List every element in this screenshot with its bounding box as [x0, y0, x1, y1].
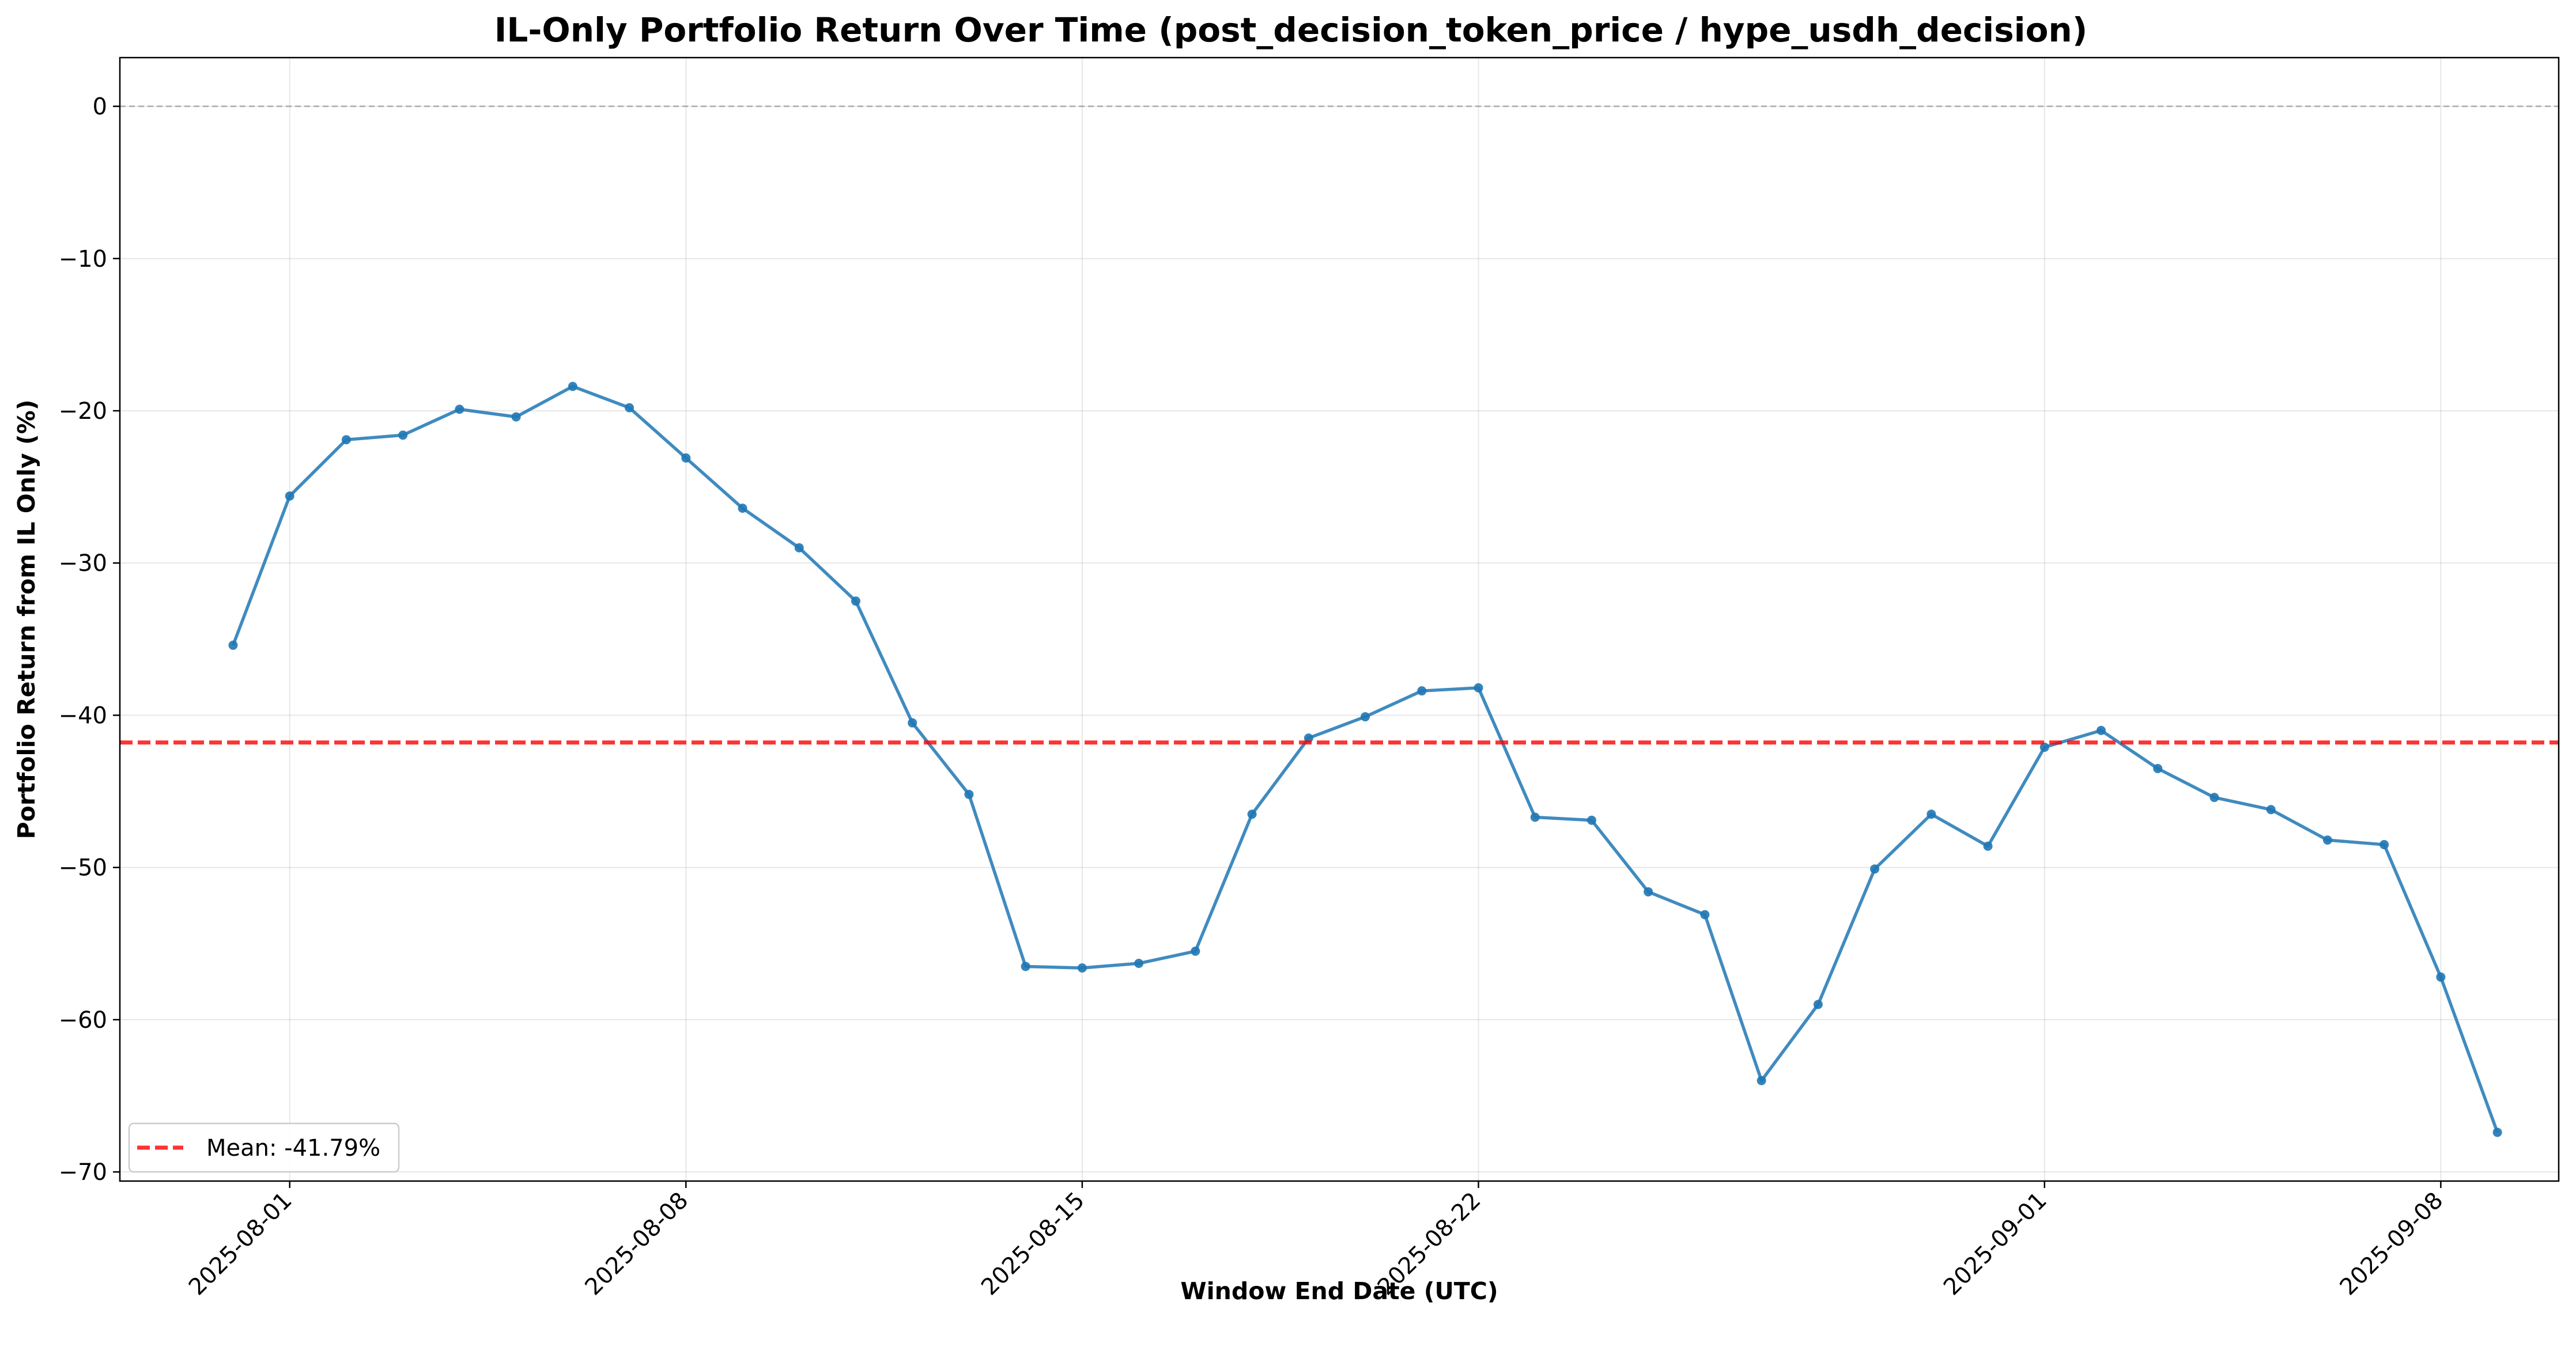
data-point: [568, 381, 577, 391]
y-tick-label: 0: [93, 94, 107, 120]
data-point: [1870, 864, 1880, 874]
legend-mean-label: Mean: -41.79%: [206, 1135, 380, 1161]
data-point: [1983, 841, 1993, 851]
legend-box: [128, 1122, 400, 1173]
data-point: [1530, 812, 1540, 822]
data-point: [794, 543, 804, 553]
data-point: [908, 718, 917, 728]
data-point: [625, 403, 634, 413]
data-point: [964, 789, 974, 799]
data-point: [1927, 809, 1936, 819]
y-tick-label: −30: [59, 550, 107, 577]
data-point: [681, 453, 691, 463]
chart-title: IL-Only Portfolio Return Over Time (post…: [494, 10, 2087, 50]
data-point: [851, 596, 860, 606]
data-point: [1021, 962, 1030, 971]
data-point: [285, 491, 294, 501]
x-axis-label: Window End Date (UTC): [1180, 1277, 1498, 1305]
data-point: [1361, 712, 1370, 722]
y-tick-label: −70: [59, 1159, 107, 1186]
data-point: [228, 640, 238, 650]
data-point: [1417, 686, 1427, 696]
y-tick-label: −60: [59, 1007, 107, 1034]
data-point: [2492, 1127, 2502, 1137]
data-point: [1644, 887, 1653, 896]
y-tick-label: −40: [59, 702, 107, 729]
data-point: [2266, 805, 2276, 815]
data-point: [398, 430, 408, 440]
data-point: [455, 404, 464, 414]
data-point: [2039, 742, 2049, 752]
data-point: [1134, 959, 1144, 968]
data-point: [1191, 947, 1200, 956]
plot-frame: [119, 56, 2560, 1182]
data-point: [1304, 733, 1313, 743]
data-point: [1757, 1076, 1766, 1085]
data-point: [341, 435, 351, 445]
data-point: [1700, 910, 1710, 920]
data-point: [2153, 763, 2163, 773]
data-point: [1077, 963, 1087, 973]
series-layer: [228, 381, 2502, 1137]
y-tick-label: −10: [59, 246, 107, 273]
data-point: [2209, 793, 2219, 803]
legend: Mean: -41.79%: [128, 1122, 400, 1173]
data-point: [1247, 809, 1257, 819]
data-point: [1813, 1000, 1823, 1009]
y-ticks: 0 −10 −20 −30 −40 −50 −60 −70: [59, 94, 120, 1186]
data-point: [2379, 840, 2389, 850]
data-point: [1587, 815, 1596, 825]
y-axis-label: Portfolio Return from IL Only (%): [13, 400, 40, 839]
data-point: [2436, 972, 2446, 982]
data-point: [1474, 683, 1483, 693]
data-point: [511, 412, 521, 422]
y-tick-label: −50: [59, 855, 107, 881]
data-point: [738, 504, 747, 513]
y-tick-label: −20: [59, 398, 107, 425]
data-point: [2322, 835, 2332, 845]
data-point: [2096, 725, 2106, 735]
